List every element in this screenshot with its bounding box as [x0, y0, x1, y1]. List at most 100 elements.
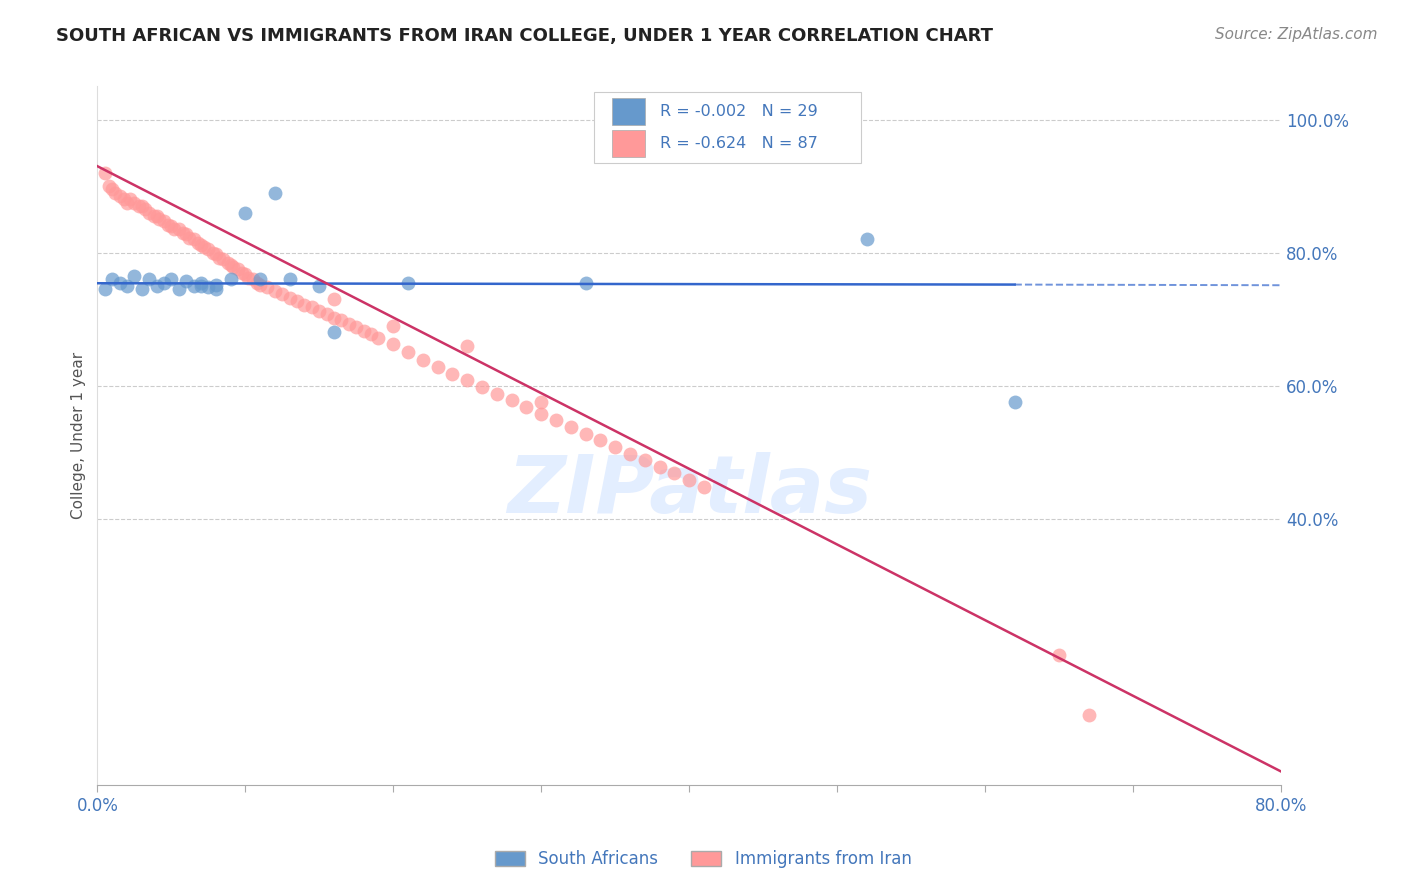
Point [101, 182, 124, 196]
Point [138, 205, 160, 219]
Point [134, 202, 156, 217]
Point [160, 272, 183, 286]
Text: ZIPatlas: ZIPatlas [506, 452, 872, 531]
Point [145, 279, 167, 293]
Point [471, 380, 494, 394]
Point [108, 189, 131, 203]
Point [246, 276, 269, 290]
Point [367, 331, 389, 345]
Point [315, 307, 337, 321]
Point [204, 277, 226, 292]
Point [233, 267, 256, 281]
Point [157, 218, 180, 232]
Point [174, 274, 197, 288]
Legend: South Africans, Immigrants from Iran: South Africans, Immigrants from Iran [488, 844, 918, 875]
Point [412, 353, 434, 368]
Point [115, 279, 138, 293]
Point [382, 318, 405, 333]
Point [1077, 707, 1099, 722]
Point [574, 426, 596, 441]
FancyBboxPatch shape [595, 92, 860, 163]
Point [197, 243, 219, 257]
Point [264, 284, 287, 298]
Point [271, 286, 294, 301]
FancyBboxPatch shape [612, 130, 645, 157]
Point [138, 272, 160, 286]
FancyBboxPatch shape [612, 98, 645, 125]
Point [187, 235, 209, 250]
Point [426, 359, 449, 374]
Point [530, 407, 553, 421]
Point [108, 276, 131, 290]
Point [323, 292, 346, 306]
Point [294, 297, 316, 311]
Point [94, 166, 117, 180]
Point [204, 247, 226, 261]
Point [693, 480, 716, 494]
Point [204, 282, 226, 296]
Point [115, 195, 138, 210]
Point [242, 272, 264, 286]
Point [330, 313, 353, 327]
Point [353, 324, 375, 338]
Point [183, 232, 205, 246]
Point [323, 326, 346, 340]
Point [1047, 648, 1070, 662]
Point [231, 266, 253, 280]
Point [128, 199, 150, 213]
Point [441, 367, 464, 381]
Point [124, 268, 146, 283]
Point [648, 459, 671, 474]
Point [197, 280, 219, 294]
Point [153, 276, 176, 290]
Point [619, 446, 641, 460]
Point [560, 420, 582, 434]
Point [226, 262, 249, 277]
Point [217, 255, 239, 269]
Point [124, 195, 146, 210]
Point [190, 237, 212, 252]
Point [308, 279, 330, 293]
Point [605, 440, 627, 454]
Point [219, 272, 242, 286]
Point [589, 434, 612, 448]
Point [98, 179, 121, 194]
Point [344, 320, 367, 334]
Point [233, 205, 256, 219]
Text: R = -0.624   N = 87: R = -0.624 N = 87 [659, 136, 817, 151]
Point [177, 231, 200, 245]
Point [167, 222, 190, 236]
Point [172, 226, 194, 240]
Point [167, 282, 190, 296]
Point [153, 213, 176, 227]
Point [256, 280, 278, 294]
Point [278, 291, 301, 305]
Point [337, 318, 360, 332]
Point [101, 272, 124, 286]
Point [94, 282, 117, 296]
Point [456, 339, 478, 353]
Point [285, 293, 308, 308]
Point [208, 251, 231, 265]
Point [201, 245, 224, 260]
Point [160, 219, 183, 233]
Point [396, 276, 419, 290]
Point [238, 271, 260, 285]
Point [163, 222, 186, 236]
Point [222, 260, 245, 275]
Point [301, 300, 323, 314]
Point [1004, 395, 1026, 409]
Point [193, 240, 215, 254]
Point [396, 345, 419, 359]
Point [249, 277, 271, 292]
Point [104, 186, 127, 200]
Text: Source: ZipAtlas.com: Source: ZipAtlas.com [1215, 27, 1378, 42]
Point [678, 473, 700, 487]
Point [145, 209, 167, 223]
Point [131, 282, 153, 296]
Point [264, 186, 287, 200]
Text: R = -0.002   N = 29: R = -0.002 N = 29 [659, 104, 817, 119]
Point [308, 304, 330, 318]
Point [382, 337, 405, 351]
Text: SOUTH AFRICAN VS IMMIGRANTS FROM IRAN COLLEGE, UNDER 1 YEAR CORRELATION CHART: SOUTH AFRICAN VS IMMIGRANTS FROM IRAN CO… [56, 27, 993, 45]
